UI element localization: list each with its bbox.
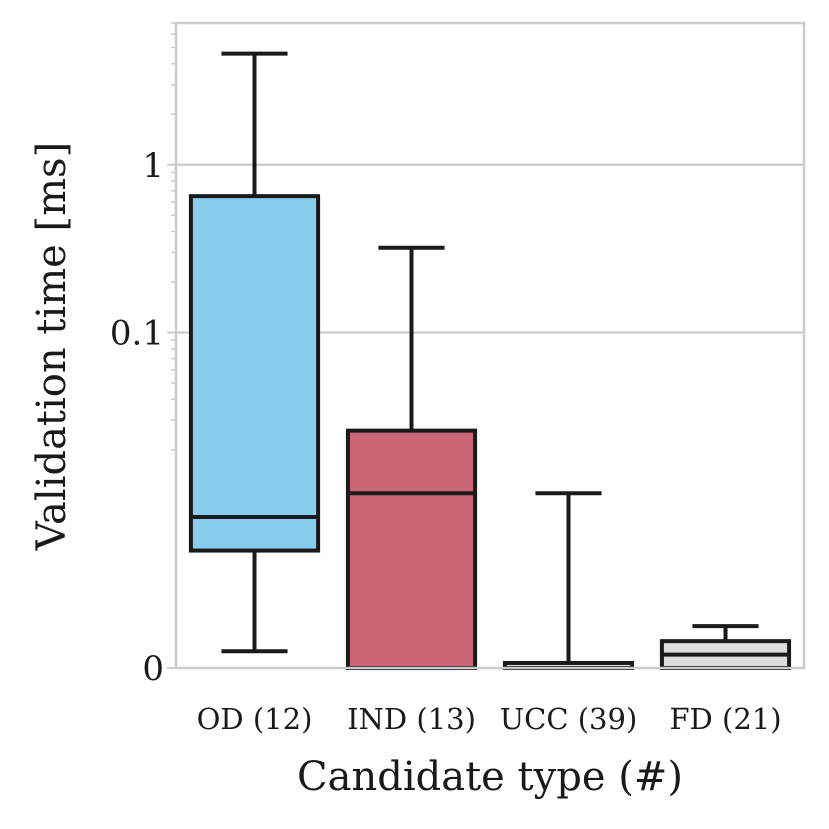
minor-ticks bbox=[167, 22, 176, 669]
y-tick-label: 0 bbox=[142, 649, 164, 689]
y-axis-title: Validation time [ms] bbox=[29, 142, 75, 551]
boxes bbox=[188, 51, 792, 671]
box-ucc bbox=[502, 491, 635, 670]
x-tick-label: OD (12) bbox=[197, 702, 313, 736]
x-tick-label: FD (21) bbox=[669, 702, 781, 736]
x-tick-label: UCC (39) bbox=[500, 702, 638, 736]
plot-frame bbox=[174, 21, 806, 670]
box-ind bbox=[345, 245, 478, 670]
box-body bbox=[188, 194, 321, 553]
x-axis-title: Candidate type (#) bbox=[297, 754, 683, 800]
box-fd bbox=[659, 624, 792, 671]
x-tick-labels: OD (12) IND (13) UCC (39) FD (21) bbox=[197, 702, 782, 736]
y-tick-label: 1 bbox=[142, 146, 164, 186]
box-od bbox=[188, 51, 321, 654]
x-tick-label: IND (13) bbox=[347, 702, 476, 736]
box-body bbox=[345, 428, 478, 670]
y-tick-labels: 00.11 bbox=[110, 146, 164, 689]
y-tick-label: 0.1 bbox=[110, 314, 164, 354]
